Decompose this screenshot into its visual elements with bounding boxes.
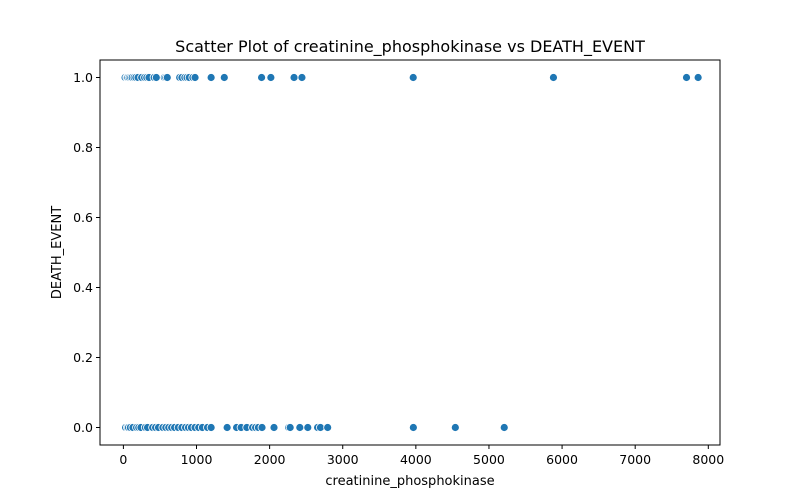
data-point xyxy=(257,423,267,432)
x-tick-label: 8000 xyxy=(692,452,724,467)
y-axis: 0.0 0.2 0.4 0.6 0.8 1.0 xyxy=(73,70,100,435)
x-tick-label: 6000 xyxy=(546,452,578,467)
data-point xyxy=(162,73,172,82)
y-tick-label: 0.2 xyxy=(73,350,93,365)
data-point xyxy=(408,423,418,432)
x-tick-label: 1000 xyxy=(181,452,213,467)
data-point xyxy=(269,423,279,432)
x-axis-label: creatinine_phosphokinase xyxy=(325,474,494,489)
data-point xyxy=(151,73,161,82)
plot-frame xyxy=(99,59,721,446)
data-point xyxy=(219,73,229,82)
data-point xyxy=(257,73,266,82)
data-point xyxy=(295,423,305,432)
data-point xyxy=(266,73,276,82)
x-tick-label: 3000 xyxy=(327,452,359,467)
chart-title: Scatter Plot of creatinine_phosphokinase… xyxy=(175,37,645,57)
data-point xyxy=(450,423,460,432)
y-tick-label: 0.4 xyxy=(73,280,93,295)
data-point xyxy=(206,73,216,82)
y-axis-label: DEATH_EVENT xyxy=(50,206,65,299)
x-tick-label: 0 xyxy=(119,452,127,467)
points-layer xyxy=(120,73,703,432)
data-point xyxy=(323,423,333,432)
y-tick-label: 1.0 xyxy=(73,70,93,85)
y-tick-label: 0.0 xyxy=(73,420,93,435)
data-point xyxy=(693,73,703,82)
x-tick-label: 5000 xyxy=(473,452,505,467)
data-point xyxy=(682,73,691,82)
data-point xyxy=(408,73,418,82)
data-point xyxy=(303,423,313,432)
data-point xyxy=(222,423,232,432)
y-tick-label: 0.8 xyxy=(73,140,93,155)
data-point xyxy=(190,73,200,82)
data-point xyxy=(285,423,295,432)
x-axis: 0 1000 2000 3000 4000 5000 6000 7000 8000 xyxy=(119,445,724,467)
data-point xyxy=(206,423,216,432)
data-point xyxy=(499,423,509,432)
data-point xyxy=(316,423,325,432)
data-point xyxy=(297,73,307,82)
x-tick-label: 4000 xyxy=(400,452,432,467)
x-tick-label: 2000 xyxy=(254,452,286,467)
data-point xyxy=(289,73,299,82)
data-point xyxy=(549,73,558,82)
x-tick-label: 7000 xyxy=(619,452,651,467)
y-tick-label: 0.6 xyxy=(73,210,93,225)
